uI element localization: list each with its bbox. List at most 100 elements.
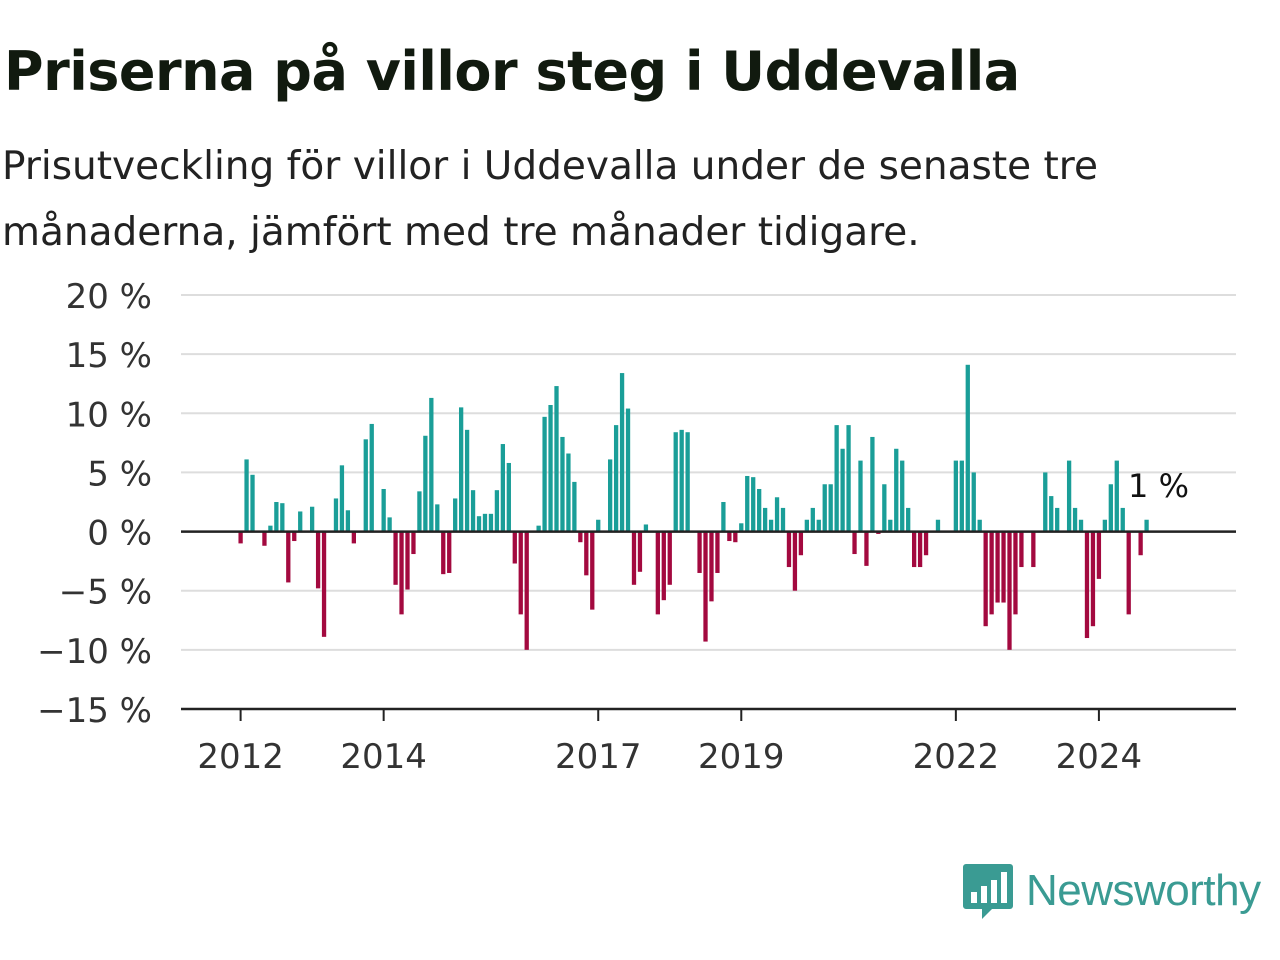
bar [673, 432, 678, 532]
bar [1072, 507, 1078, 532]
bar [983, 531, 988, 627]
bar [935, 519, 941, 532]
axes [181, 530, 1236, 721]
bar [757, 488, 762, 532]
bar [709, 531, 714, 602]
y-tick-label: 5 % [87, 454, 152, 494]
bar [494, 490, 500, 532]
bar [774, 497, 780, 532]
bar [953, 460, 959, 532]
bar [238, 531, 243, 544]
y-tick-label: 0 % [87, 514, 152, 554]
bar [518, 531, 523, 615]
bar [870, 436, 875, 532]
y-tick-label: 10 % [66, 395, 152, 435]
bar [590, 531, 595, 610]
bar [447, 531, 452, 573]
bar [679, 429, 684, 532]
bar [369, 423, 374, 532]
bar [441, 531, 446, 575]
bar [274, 502, 279, 532]
bar [333, 498, 339, 532]
bar [506, 462, 511, 532]
bar [667, 531, 672, 585]
bar [840, 448, 845, 532]
y-tick-label: 20 % [66, 277, 152, 317]
bar [351, 531, 356, 544]
bar [387, 517, 392, 532]
bar [578, 531, 583, 543]
bar [894, 448, 899, 532]
x-tick-label: 2017 [555, 737, 642, 777]
bar [453, 498, 458, 532]
bar [280, 503, 285, 532]
bar [500, 444, 506, 532]
bar [1102, 519, 1108, 532]
bar [1001, 531, 1006, 603]
bar [286, 531, 291, 583]
bar [572, 481, 577, 532]
bar [1055, 507, 1060, 532]
bar [786, 531, 792, 568]
x-tick-label: 2019 [698, 737, 785, 777]
bar [703, 531, 708, 642]
bar [804, 519, 809, 532]
bar [381, 488, 386, 532]
bar [822, 484, 827, 532]
bar [566, 453, 571, 532]
x-tick-label: 2014 [340, 737, 427, 777]
bar [697, 531, 702, 573]
bar [751, 477, 756, 532]
bar [816, 519, 821, 532]
bar [488, 513, 494, 532]
chart-subtitle: Prisutveckling för villor i Uddevalla un… [2, 144, 1098, 255]
brand-name: Newsworthy [1026, 866, 1261, 915]
bar [1043, 472, 1048, 532]
bar [1084, 531, 1090, 639]
bar [965, 364, 970, 532]
bar [1108, 484, 1113, 532]
bar [655, 531, 660, 615]
bar [524, 531, 529, 650]
bar [339, 465, 345, 532]
newsworthy-logo: Newsworthy [962, 862, 1261, 920]
bar [560, 436, 565, 532]
bar [476, 516, 482, 532]
bar [1120, 507, 1125, 532]
bar [989, 531, 994, 615]
bar [1031, 531, 1036, 568]
x-tick-label: 2022 [913, 737, 1000, 777]
bar [1138, 531, 1143, 556]
bar [923, 531, 929, 556]
bar [834, 425, 839, 532]
bar [661, 531, 666, 601]
bar [1144, 519, 1149, 532]
bar [864, 531, 869, 566]
bar [464, 429, 470, 532]
bar [596, 519, 601, 532]
bar [1078, 519, 1084, 532]
bar [292, 531, 297, 542]
y-axis-labels: 20 % 15 % 10 % 5 % 0 % −5 % −10 % −15 % [37, 277, 152, 731]
bar [542, 416, 547, 532]
bar [393, 531, 398, 585]
bar [715, 531, 720, 573]
bar [619, 373, 625, 532]
bar [458, 407, 464, 532]
x-axis-labels: 2012 2014 2017 2019 2022 2024 [197, 737, 1142, 777]
bar [727, 531, 732, 542]
bar [798, 531, 804, 556]
x-tick-label: 2012 [197, 737, 284, 777]
bar [911, 531, 917, 568]
bar [399, 531, 404, 615]
bar [906, 507, 911, 532]
bar [1013, 531, 1018, 615]
bar [321, 531, 327, 637]
bar [1049, 496, 1054, 532]
y-tick-label: −10 % [37, 632, 152, 672]
bar [1114, 460, 1119, 532]
bar [423, 435, 428, 532]
bar [1090, 531, 1096, 627]
bar [613, 425, 619, 532]
